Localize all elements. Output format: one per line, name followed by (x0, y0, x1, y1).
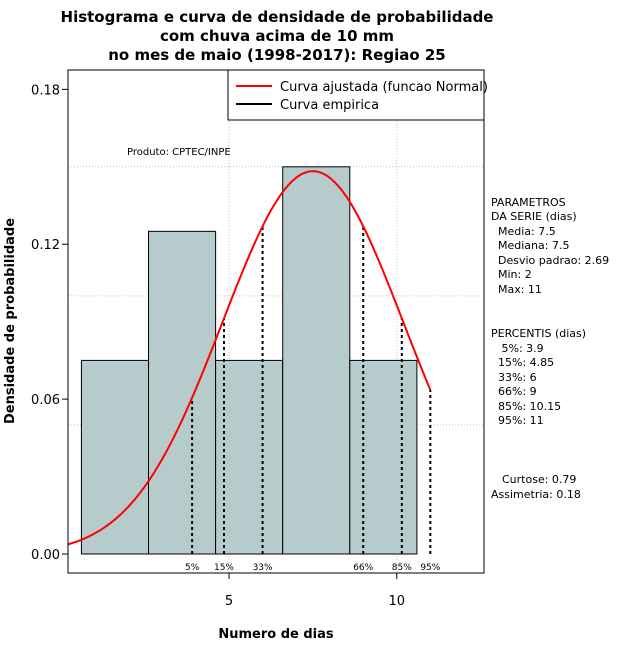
histogram-bar-3 (215, 359, 284, 555)
chart-title-line-3: no mes de maio (1998-2017): Regiao 25 (108, 46, 446, 64)
histogram-bar-1 (80, 359, 150, 555)
histogram-bar-4 (282, 166, 351, 555)
percentil-66: 66%: 9 (491, 385, 537, 398)
normal-fit-curve (67, 170, 432, 546)
param-mediana: Mediana: 7.5 (491, 239, 569, 252)
params-subtitle: DA SERIE (dias) (491, 210, 577, 223)
y-tick-label: 0.12 (31, 238, 60, 253)
product-annotation: Produto: CPTEC/INPE (127, 147, 231, 158)
percentil-95: 95%: 11 (491, 414, 544, 427)
percentis-title: PERCENTIS (dias) (491, 327, 586, 340)
param-max: Max: 11 (491, 283, 542, 296)
x-tick-label: 5 (225, 594, 233, 609)
params-title: PARAMETROS (491, 196, 566, 209)
percentil-33: 33%: 6 (491, 371, 537, 384)
legend: Curva ajustada (funcao Normal) Curva emp… (227, 69, 488, 121)
y-tick-label: 0.18 (31, 83, 60, 98)
percentile-label-15: 15% (214, 563, 234, 573)
legend-box (227, 69, 485, 121)
x-tick-label: 10 (389, 594, 406, 609)
param-desvio: Desvio padrao: 2.69 (491, 254, 609, 267)
percentile-label-95: 95% (420, 563, 440, 573)
percentile-label-5: 5% (185, 563, 200, 573)
y-axis: 0.00 0.06 0.12 0.18 (31, 83, 68, 563)
x-axis-title: Numero de dias (218, 627, 334, 642)
histogram-bar-2 (148, 230, 217, 555)
x-axis: 5 10 (225, 573, 405, 609)
histogram-bar-5 (349, 359, 418, 555)
y-tick-label: 0.00 (31, 548, 60, 563)
percentile-label-85: 85% (392, 563, 412, 573)
chart-title-line-2: com chuva acima de 10 mm (160, 27, 394, 45)
stat-curtose: Curtose: 0.79 (502, 473, 576, 486)
stat-assimetria: Assimetria: 0.18 (491, 488, 581, 501)
param-media: Media: 7.5 (491, 225, 556, 238)
percentile-lines: 5% 15% 33% 66% 85% 95% (185, 226, 441, 573)
percentil-15: 15%: 4.85 (491, 356, 554, 369)
y-axis-title: Densidade de probabilidade (3, 218, 18, 424)
y-tick-label: 0.06 (31, 393, 60, 408)
legend-label-empirical: Curva empirica (280, 98, 379, 113)
chart-title-line-1: Histograma e curva de densidade de proba… (61, 8, 494, 26)
param-min: Min: 2 (491, 268, 532, 281)
legend-label-fitted: Curva ajustada (funcao Normal) (280, 80, 488, 95)
side-panel: PARAMETROS DA SERIE (dias) Media: 7.5 Me… (491, 196, 609, 501)
percentile-label-33: 33% (253, 563, 273, 573)
percentil-5: 5%: 3.9 (491, 342, 544, 355)
percentile-label-66: 66% (353, 563, 373, 573)
histogram-bars (80, 166, 418, 555)
percentil-85: 85%: 10.15 (491, 400, 561, 413)
